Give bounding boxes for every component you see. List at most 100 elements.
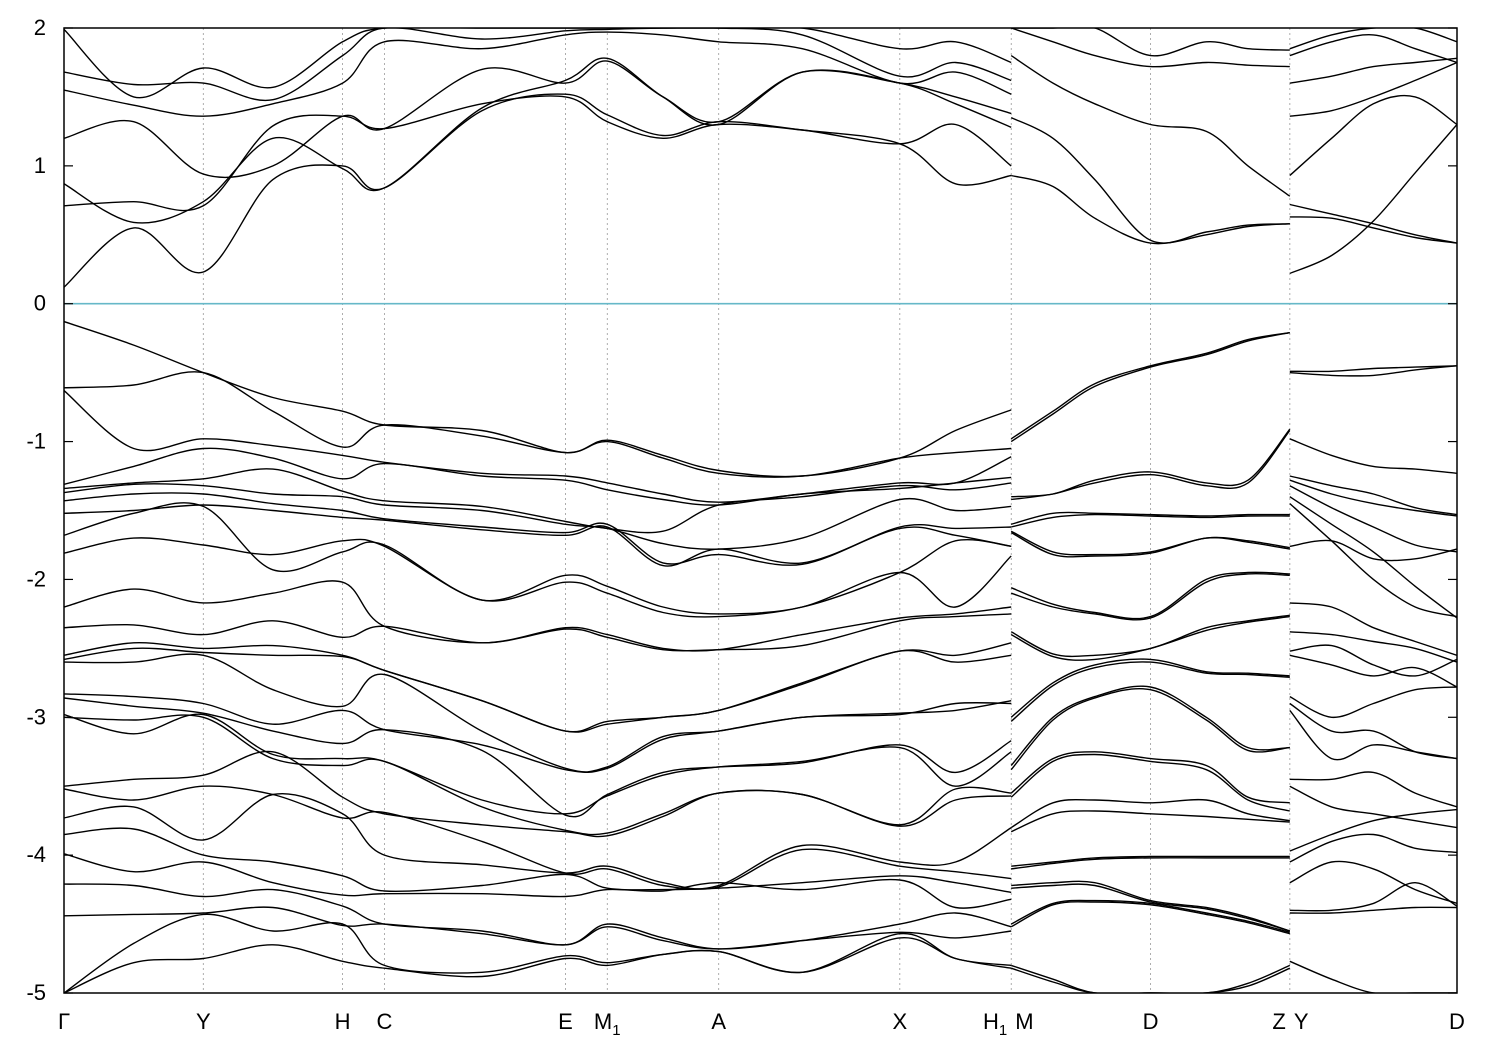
band-line xyxy=(64,653,1012,773)
y-tick-label: -5 xyxy=(26,980,46,1005)
kpoint-label: Z xyxy=(1272,1009,1285,1034)
band-line xyxy=(1010,332,1290,440)
band-line xyxy=(1010,571,1290,620)
kpoint-label: X xyxy=(892,1009,907,1034)
band-line xyxy=(1011,28,1290,57)
y-tick-label: 2 xyxy=(34,15,46,40)
band-line xyxy=(1289,485,1457,553)
band-line xyxy=(64,937,1012,993)
band-line xyxy=(1289,785,1457,829)
band-line xyxy=(64,483,1012,550)
band-line xyxy=(64,792,1012,890)
kpoint-label: E xyxy=(558,1009,573,1034)
y-tick-label: -2 xyxy=(26,566,46,591)
y-tick-label: 1 xyxy=(34,153,46,178)
band-line xyxy=(64,492,1012,566)
band-line xyxy=(1289,94,1457,177)
band-line xyxy=(1289,61,1457,117)
band-line xyxy=(1010,964,1291,993)
band-line xyxy=(64,647,1012,733)
band-line xyxy=(1289,771,1457,808)
band-line xyxy=(1289,833,1457,863)
band-line xyxy=(64,693,1012,774)
band-line xyxy=(64,28,1012,99)
band-line xyxy=(64,502,1012,615)
band-line xyxy=(1289,496,1457,619)
band-line xyxy=(1010,28,1290,68)
band-line xyxy=(1010,531,1290,558)
band-line xyxy=(1010,530,1290,556)
band-line xyxy=(64,447,1012,506)
band-line xyxy=(1289,28,1457,50)
band-line xyxy=(64,504,1012,567)
band-line xyxy=(1289,906,1457,914)
band-line xyxy=(64,785,1012,890)
band-line xyxy=(1010,899,1290,933)
kpoint-label: H xyxy=(335,1009,351,1034)
band-line xyxy=(64,580,1012,652)
band-line xyxy=(1289,539,1457,562)
band-line xyxy=(64,93,1012,288)
band-line xyxy=(1010,55,1291,197)
band-line xyxy=(1011,513,1290,528)
y-tick-label: 0 xyxy=(34,291,46,316)
band-line xyxy=(1289,216,1457,244)
band-line xyxy=(64,60,1012,179)
band-line xyxy=(1011,857,1290,870)
band-line xyxy=(1011,174,1290,245)
band-line xyxy=(64,31,1012,117)
band-line xyxy=(64,537,1012,618)
band-line xyxy=(1289,702,1457,760)
band-line xyxy=(1011,855,1290,867)
band-line xyxy=(1010,685,1290,766)
band-line xyxy=(1289,654,1457,688)
band-line xyxy=(1289,365,1457,377)
kpoint-label: A xyxy=(711,1009,726,1034)
band-line xyxy=(1289,475,1457,516)
band-line xyxy=(1289,124,1457,275)
band-line xyxy=(1011,880,1291,932)
band-line xyxy=(64,913,1012,993)
y-axis-ticks: 2 1 0 -1 -2 -3 -4 -5 xyxy=(26,15,1457,1005)
band-line xyxy=(1010,572,1290,621)
band-line xyxy=(1289,631,1457,663)
band-line xyxy=(64,468,1012,534)
band-line xyxy=(1289,881,1457,912)
band-line xyxy=(1289,365,1457,373)
band-line xyxy=(64,853,1012,909)
band-line xyxy=(1289,503,1457,618)
kpoint-label: D xyxy=(1449,1009,1465,1034)
kpoint-label: M xyxy=(1015,1009,1033,1034)
band-line xyxy=(1289,686,1457,719)
band-lines xyxy=(64,28,1457,993)
plot-frame xyxy=(63,27,1458,994)
band-line xyxy=(64,750,1012,838)
band-line xyxy=(1289,808,1457,852)
band-line xyxy=(1289,34,1457,64)
band-line xyxy=(64,827,1012,894)
band-line xyxy=(1010,116,1290,244)
band-line xyxy=(1010,964,1291,993)
band-line xyxy=(1010,688,1290,771)
band-line xyxy=(1010,661,1290,722)
band-line xyxy=(1289,438,1457,474)
band-line xyxy=(64,906,1012,950)
y-tick-label: -1 xyxy=(26,429,46,454)
y-tick-label: -3 xyxy=(26,704,46,729)
band-line xyxy=(1010,615,1290,661)
band-line xyxy=(1010,810,1290,833)
x-axis-ticks: Γ Y H C E M1 A X H1 M D Z Y D xyxy=(58,1009,1465,1039)
kpoint-label: D xyxy=(1143,1009,1159,1034)
band-line xyxy=(64,320,1012,478)
kpoint-label: H1 xyxy=(983,1009,1007,1039)
band-line xyxy=(1289,960,1457,993)
band-line xyxy=(1010,751,1290,804)
band-line xyxy=(64,95,1012,212)
band-line xyxy=(1010,658,1290,718)
band-line xyxy=(1289,57,1457,84)
band-line xyxy=(1289,602,1457,656)
band-line xyxy=(1289,709,1457,761)
band-line xyxy=(64,883,1012,950)
kpoint-label: M1 xyxy=(594,1009,621,1039)
